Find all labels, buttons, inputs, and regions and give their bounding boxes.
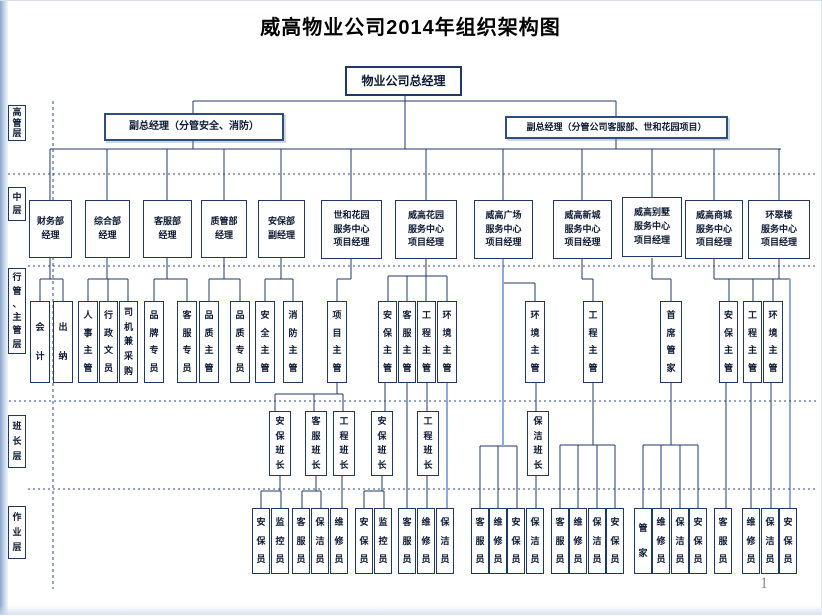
worker-box: 安保员: [606, 508, 624, 574]
dept-box: 客服部 经理: [143, 200, 192, 258]
org-connectors-light: [446, 258, 791, 508]
foreman-box: 工程班长: [417, 411, 439, 476]
foreman-box: 工程班长: [333, 411, 355, 476]
supervisor-box: 客服主管: [398, 301, 416, 383]
supervisor-box: 消防主管: [283, 301, 303, 383]
supervisor-box: 安保主管: [378, 301, 397, 383]
worker-box: 维修员: [417, 508, 435, 574]
dept-box: 威高花园 服务中心 项目经理: [395, 200, 457, 259]
layer-label: 作业层: [8, 506, 26, 559]
supervisor-box: 首席管家: [660, 301, 682, 383]
worker-box: 保洁员: [436, 508, 454, 574]
worker-box: 客服员: [292, 508, 310, 574]
supervisor-box: 环境主管: [763, 301, 783, 383]
supervisor-box: 行政文员: [99, 301, 118, 383]
foreman-box: 安保班长: [371, 411, 393, 476]
page-number: 1: [760, 575, 768, 592]
supervisor-box: 品质主管: [199, 301, 219, 383]
layer-label: 中层: [8, 187, 26, 221]
worker-box: 客服员: [551, 508, 569, 574]
slide-left-edge: [0, 1, 8, 615]
org-connectors: [39, 96, 790, 508]
worker-box: 监控员: [374, 508, 392, 574]
layer-label: 班长层: [8, 415, 26, 468]
chart-title: 威高物业公司2014年组织架构图: [260, 17, 561, 39]
supervisor-box: 司机兼采购: [119, 301, 138, 383]
dept-box: 综合部 经理: [85, 200, 130, 258]
supervisor-box: 品牌专员: [144, 301, 164, 383]
foreman-box: 保洁班长: [527, 411, 549, 476]
worker-box: 维修员: [489, 508, 507, 574]
worker-box: 客服员: [398, 508, 416, 574]
worker-box: 保洁员: [526, 508, 544, 574]
foreman-box: 安保班长: [269, 411, 291, 476]
worker-box: 监控员: [271, 508, 289, 574]
worker-box: 维修员: [742, 508, 760, 574]
slide-bottom-edge: [0, 605, 821, 615]
worker-box: 客服员: [714, 508, 732, 574]
supervisor-box: 环境主管: [525, 301, 545, 383]
worker-box: 客服员: [471, 508, 489, 574]
dept-box: 威高新城 服务中心 项目经理: [553, 200, 612, 259]
dept-box: 世和花园 服务中心 项目经理: [321, 200, 382, 259]
supervisor-box: 工程主管: [583, 301, 603, 383]
layer-separators: [4, 101, 818, 589]
supervisor-box: 工程主管: [417, 301, 436, 383]
supervisor-box: 出纳: [53, 301, 73, 383]
supervisor-box: 环境主管: [437, 301, 457, 383]
worker-box: 保洁员: [588, 508, 606, 574]
worker-box: 管家: [634, 508, 652, 574]
worker-box: 维修员: [652, 508, 670, 574]
foreman-box: 客服班长: [305, 411, 327, 476]
dept-box: 威高广场 服务中心 项目经理: [474, 200, 533, 259]
dept-box: 安保部 副经理: [258, 200, 305, 258]
supervisor-box: 项目主管: [327, 301, 347, 383]
supervisor-box: 品质专员: [230, 301, 250, 383]
supervisor-box: 人事主管: [78, 301, 98, 383]
worker-box: 维修员: [330, 508, 348, 574]
worker-box: 安保员: [355, 508, 373, 574]
worker-box: 安保员: [252, 508, 270, 574]
dept-box: 威高商城 服务中心 项目经理: [685, 200, 743, 259]
dept-box: 威高别墅 服务中心 项目经理: [622, 197, 682, 257]
dept-box: 财务部 经理: [29, 200, 72, 258]
supervisor-box: 客服专员: [177, 301, 197, 383]
worker-box: 安保员: [689, 508, 707, 574]
dept-box: 质管部 经理: [201, 200, 247, 258]
worker-box: 维修员: [569, 508, 587, 574]
worker-box: 安保员: [779, 508, 797, 574]
supervisor-box: 会计: [30, 301, 50, 383]
layer-label: 高管层: [8, 105, 26, 141]
supervisor-box: 工程主管: [743, 301, 762, 383]
worker-box: 保洁员: [671, 508, 689, 574]
worker-box: 保洁员: [761, 508, 779, 574]
worker-box: 保洁员: [311, 508, 329, 574]
worker-box: 安保员: [507, 508, 525, 574]
supervisor-box: 安保主管: [719, 301, 738, 383]
supervisor-box: 安全主管: [255, 301, 275, 383]
general-manager-box: 物业公司总经理: [345, 66, 462, 96]
dept-box: 环翠楼 服务中心 项目经理: [748, 200, 810, 259]
deputy-manager-box: 副总经理（分管安全、消防）: [104, 113, 284, 141]
deputy-manager-box: 副总经理（分管公司客服部、世和花园项目）: [505, 116, 728, 139]
layer-label: 行管、主管层: [8, 268, 26, 354]
